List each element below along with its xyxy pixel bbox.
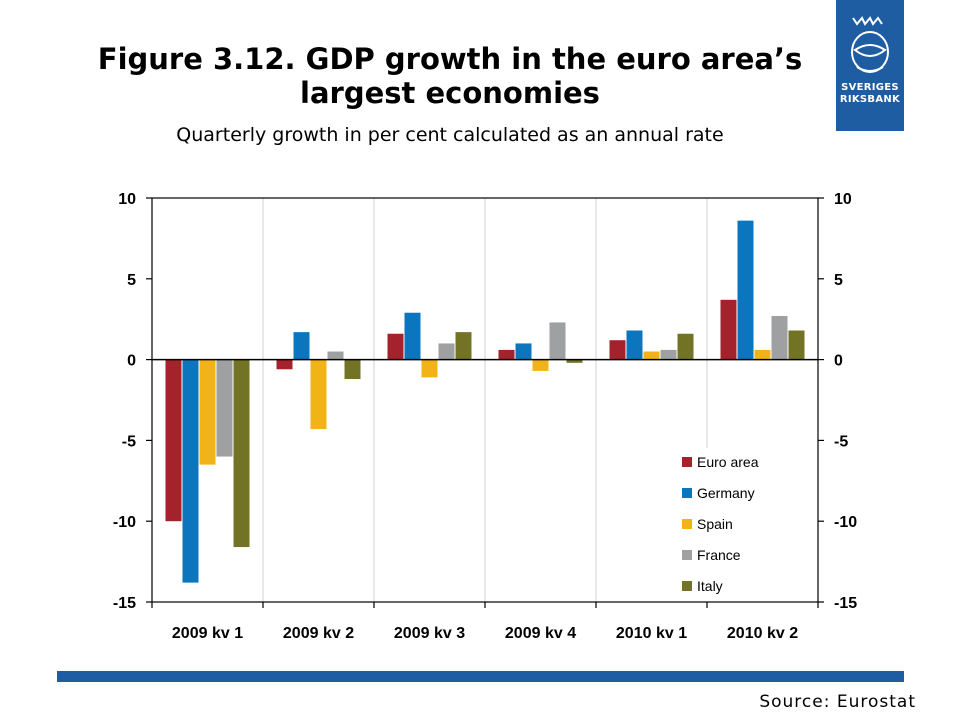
legend-swatch <box>682 457 692 467</box>
bar-germany <box>404 312 421 360</box>
bar-spain <box>199 359 216 465</box>
y-tick-label-right: 10 <box>834 191 852 208</box>
y-tick-label-right: -5 <box>834 433 848 450</box>
bar-spain <box>310 359 327 430</box>
chart-subtitle: Quarterly growth in per cent calculated … <box>176 124 724 146</box>
bar-germany <box>515 343 532 360</box>
legend-label: Italy <box>697 578 723 594</box>
bar-france <box>549 322 566 360</box>
legend-label: Spain <box>697 516 733 532</box>
x-tick-label: 2010 kv 2 <box>727 625 798 642</box>
bar-france <box>660 349 677 360</box>
chart-title: Figure 3.12. GDP growth in the euro area… <box>97 42 803 110</box>
bar-euro-area <box>276 359 293 370</box>
bar-italy <box>788 330 805 360</box>
y-tick-label-right: 5 <box>834 272 843 289</box>
bar-france <box>216 359 233 457</box>
bar-france <box>771 315 788 360</box>
x-tick-label: 2009 kv 1 <box>172 625 243 642</box>
source-note: Source: Eurostat <box>759 692 916 712</box>
bar-italy <box>344 359 361 379</box>
y-tick-label-left: -15 <box>113 595 136 612</box>
y-tick-label-right: -15 <box>834 595 857 612</box>
x-tick-label: 2009 kv 2 <box>283 625 354 642</box>
legend-label: Euro area <box>697 454 759 470</box>
y-tick-label-right: -10 <box>834 514 857 531</box>
x-tick-label: 2009 kv 4 <box>505 625 576 642</box>
footer-bar <box>57 671 904 682</box>
bar-france <box>438 343 455 360</box>
bar-germany <box>293 332 310 360</box>
y-tick-label-left: 10 <box>118 191 136 208</box>
x-tick-label: 2010 kv 1 <box>616 625 687 642</box>
y-tick-label-right: 0 <box>834 353 843 370</box>
bar-italy <box>677 333 694 360</box>
y-tick-label-left: -10 <box>113 514 136 531</box>
bar-spain <box>421 359 438 378</box>
legend-swatch <box>682 488 692 498</box>
legend-label: Germany <box>697 485 755 501</box>
legend-swatch <box>682 550 692 560</box>
bar-france <box>327 351 344 360</box>
bar-euro-area <box>720 299 737 360</box>
y-tick-label-left: 0 <box>127 353 136 370</box>
legend-label: France <box>697 547 741 563</box>
logo-text-sveriges: SVERIGES <box>841 82 899 93</box>
x-tick-label: 2009 kv 3 <box>394 625 465 642</box>
bar-germany <box>182 359 199 583</box>
bar-germany <box>737 220 754 360</box>
bar-spain <box>643 351 660 360</box>
bar-italy <box>233 359 250 548</box>
bar-germany <box>626 330 643 360</box>
legend-swatch <box>682 519 692 529</box>
bar-euro-area <box>609 340 626 360</box>
bar-euro-area <box>498 349 515 360</box>
bar-spain <box>532 359 549 371</box>
riksbank-crest-icon <box>851 16 889 73</box>
bar-euro-area <box>387 333 404 360</box>
bar-italy <box>455 332 472 360</box>
legend-background <box>672 448 812 602</box>
bar-spain <box>754 349 771 360</box>
logo-text-riksbank: RIKSBANK <box>839 94 901 105</box>
y-tick-label-left: -5 <box>122 433 136 450</box>
legend-swatch <box>682 581 692 591</box>
y-tick-label-left: 5 <box>127 272 136 289</box>
bar-euro-area <box>165 359 182 522</box>
riksbank-logo: SVERIGES RIKSBANK <box>836 0 904 131</box>
bar-italy <box>566 359 583 363</box>
